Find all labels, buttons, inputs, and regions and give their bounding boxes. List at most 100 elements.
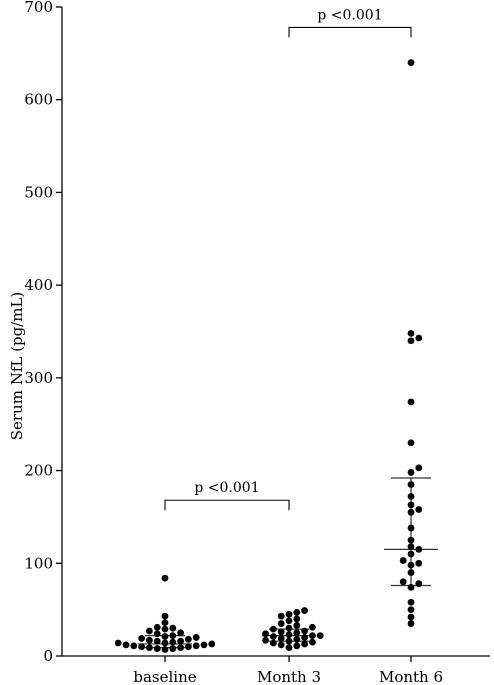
y-tick-label: 500	[24, 183, 53, 201]
data-point	[407, 501, 415, 509]
data-point	[415, 506, 423, 513]
y-tick-label: 600	[24, 91, 53, 109]
data-point	[407, 550, 415, 558]
data-point	[114, 639, 122, 647]
data-point	[285, 624, 293, 632]
data-point	[192, 642, 200, 650]
data-point	[407, 524, 415, 532]
data-point	[169, 645, 177, 652]
y-tick-label: 100	[24, 554, 53, 572]
data-point	[415, 545, 423, 553]
data-point	[285, 637, 293, 645]
data-point	[407, 469, 415, 476]
data-point	[169, 638, 177, 646]
data-point	[293, 629, 301, 637]
data-point	[161, 646, 169, 653]
data-point	[277, 620, 285, 627]
data-point	[301, 640, 308, 648]
data-point	[161, 619, 169, 627]
significance-bracket	[288, 26, 412, 38]
data-point	[161, 625, 169, 633]
data-point	[146, 627, 153, 635]
data-point	[146, 644, 153, 652]
data-point	[301, 634, 308, 641]
data-point	[277, 641, 285, 649]
data-point	[293, 635, 301, 643]
data-point	[285, 610, 293, 618]
data-point	[153, 623, 161, 631]
x-category-label: baseline	[133, 668, 196, 685]
data-point	[130, 642, 138, 650]
data-point	[185, 643, 192, 651]
data-point	[407, 493, 415, 500]
data-point	[177, 644, 185, 652]
data-point	[262, 630, 269, 638]
data-point	[407, 439, 415, 447]
data-point	[277, 634, 285, 642]
y-tick-label: 300	[24, 369, 53, 387]
data-point	[301, 607, 308, 614]
data-point	[270, 633, 277, 640]
data-point	[293, 609, 301, 616]
data-point	[399, 578, 407, 586]
data-point	[208, 640, 216, 648]
data-point	[277, 612, 285, 620]
data-point	[177, 637, 185, 645]
data-point	[407, 329, 415, 337]
data-point	[407, 606, 415, 614]
data-point	[407, 598, 415, 606]
data-point	[161, 612, 169, 620]
data-point	[407, 481, 415, 488]
x-category-label: Month 3	[257, 668, 321, 685]
y-tick-label: 200	[24, 462, 53, 480]
data-point	[407, 337, 415, 345]
data-point	[407, 620, 415, 627]
data-point	[407, 561, 415, 569]
data-point	[161, 633, 169, 640]
data-point	[407, 508, 415, 516]
significance-bracket	[164, 499, 290, 511]
data-point	[415, 580, 423, 588]
data-point	[285, 617, 293, 625]
data-point	[169, 624, 177, 632]
data-point	[309, 632, 316, 640]
data-point	[407, 569, 415, 576]
data-point	[309, 623, 316, 631]
y-tick-label: 400	[24, 276, 53, 294]
data-point	[415, 464, 423, 472]
data-point	[309, 638, 316, 646]
data-point	[415, 559, 423, 567]
data-point	[407, 59, 415, 67]
data-point	[192, 634, 200, 641]
data-point	[138, 643, 146, 651]
data-point	[285, 644, 293, 652]
y-axis-ticks: 0 100 200 300 400 500 600 700	[24, 0, 62, 665]
x-category-label: Month 6	[379, 668, 443, 685]
data-point	[153, 630, 161, 638]
data-point	[407, 536, 415, 544]
data-point	[153, 637, 161, 645]
data-point	[153, 645, 161, 652]
data-points	[114, 59, 423, 653]
data-point	[316, 632, 324, 640]
data-point	[146, 636, 153, 644]
data-point	[270, 639, 277, 647]
data-point	[399, 557, 407, 564]
data-point	[169, 632, 177, 640]
y-tick-label: 700	[24, 0, 53, 16]
data-point	[185, 635, 192, 643]
data-point	[407, 613, 415, 621]
data-point	[407, 543, 415, 550]
data-point	[277, 628, 285, 636]
data-point	[301, 627, 308, 635]
data-point	[293, 615, 301, 623]
y-axis-title: Serum NfL (pg/mL)	[8, 292, 26, 441]
x-axis-labels: baseline Month 3 Month 6	[133, 656, 443, 685]
data-point	[293, 622, 301, 629]
data-point	[285, 631, 293, 639]
data-point	[161, 639, 169, 647]
y-tick-label: 0	[43, 647, 53, 665]
data-point	[415, 334, 423, 342]
data-point	[161, 574, 169, 582]
